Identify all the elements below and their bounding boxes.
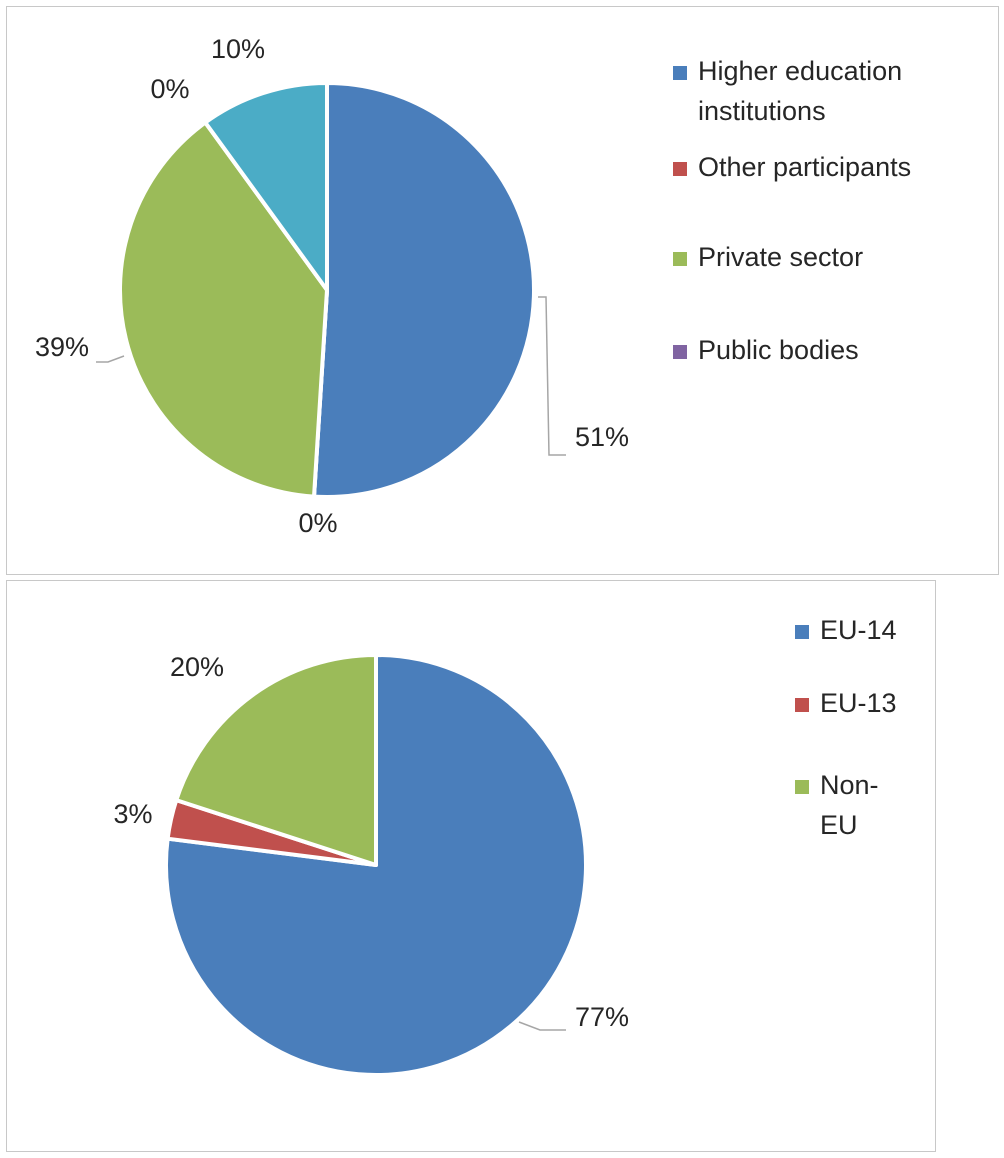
legend: Higher education institutions Other partic… [673, 56, 911, 365]
pie-slice-unlabeled-5 [203, 81, 329, 292]
data-label: 3% [113, 799, 152, 829]
legend-label: Higher education [698, 56, 902, 86]
pie-slice-higher-education-institutions [312, 81, 536, 499]
legend-label: Non- [820, 770, 879, 800]
legend-swatch [795, 625, 809, 639]
legend-label: Public bodies [698, 335, 859, 365]
legend-label: EU-14 [820, 615, 897, 645]
legend-swatch [795, 698, 809, 712]
legend-label: EU [820, 810, 858, 840]
leader-line-1 [538, 296, 566, 456]
data-label: 39% [35, 332, 89, 362]
legend-swatch [673, 345, 687, 359]
pie-slice-non-eu [174, 653, 378, 867]
legend-swatch [673, 252, 687, 266]
legend: EU-14 EU-13 Non- EU [795, 615, 897, 840]
leader-line-3 [96, 355, 125, 363]
data-label: 0% [150, 74, 189, 104]
data-label: 10% [211, 34, 265, 64]
legend-label: Private sector [698, 242, 863, 272]
data-label: 20% [170, 652, 224, 682]
data-label: 0% [298, 508, 337, 538]
data-label: 51% [575, 422, 629, 452]
legend-label: EU-13 [820, 688, 897, 718]
legend-swatch [673, 66, 687, 80]
legend-label: Other participants [698, 152, 911, 182]
legend-swatch [673, 162, 687, 176]
pie-slice-eu-14 [164, 653, 588, 1077]
legend-label: institutions [698, 96, 826, 126]
leader-line-1 [518, 1021, 566, 1031]
pie-slice-private-sector [118, 120, 329, 499]
legend-swatch [795, 780, 809, 794]
pie-chart-2: 77% 3% 20% EU-14 EU-13 Non- EU [113, 615, 897, 1077]
data-label: 77% [575, 1002, 629, 1032]
pie-chart-1: 51% 0% 39% 0% 10% Higher education institution… [35, 34, 911, 538]
